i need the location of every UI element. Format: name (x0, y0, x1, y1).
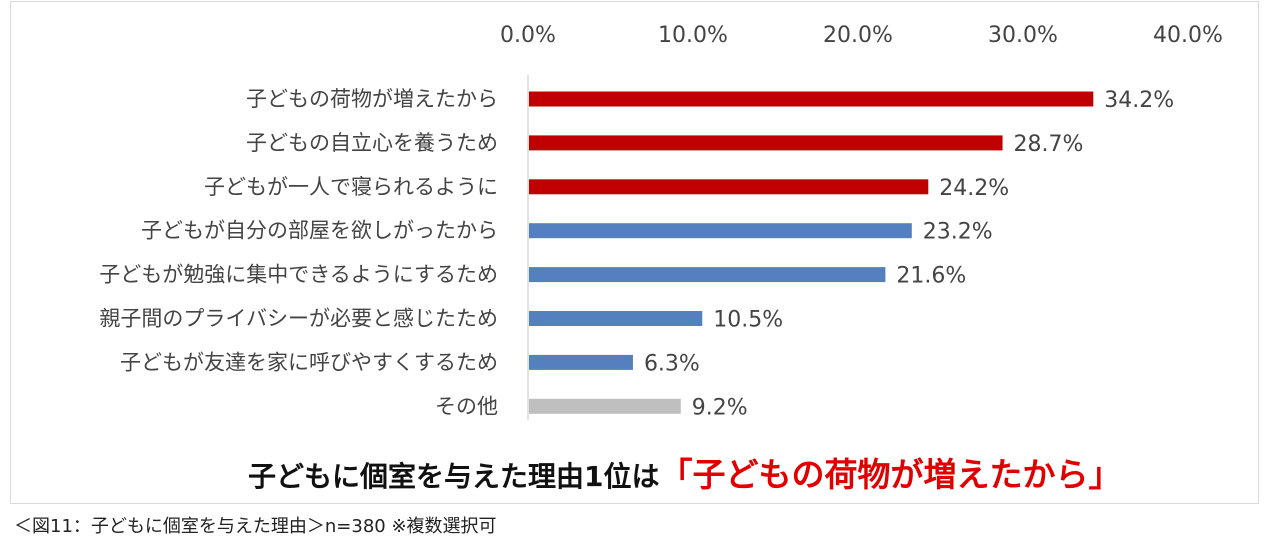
bar (529, 311, 703, 326)
bar (529, 135, 1003, 151)
data-label: 28.7% (1014, 132, 1084, 157)
x-tick-label: 40.0% (1153, 23, 1223, 48)
bar (529, 267, 886, 283)
data-label: 24.2% (939, 176, 1009, 201)
category-label: 子どもが勉強に集中できるようにするため (99, 263, 498, 287)
category-label: 子どもが一人で寝られるように (204, 175, 498, 199)
category-label: 子どもの荷物が増えたから (246, 87, 498, 111)
x-tick-label: 10.0% (658, 23, 728, 48)
category-label: 子どもが友達を家に呼びやすくするため (120, 350, 498, 374)
data-label: 21.6% (896, 264, 966, 289)
category-label: 子どもの自立心を養うため (246, 131, 498, 155)
category-label: 親子間のプライバシーが必要と感じたため (99, 307, 498, 331)
headline: 子どもに個室を与えた理由1位は「子どもの荷物が増えたから」 (248, 448, 1121, 496)
bar (529, 91, 1094, 107)
data-label: 34.2% (1104, 88, 1174, 113)
category-label: 子どもが自分の部屋を欲しがったから (141, 219, 498, 243)
x-tick-label: 0.0% (500, 23, 556, 48)
bar (529, 354, 633, 370)
figure-caption: ＜図11：子どもに個室を与えた理由＞n=380 ※複数選択可 (14, 516, 497, 537)
bar (529, 223, 912, 239)
data-label: 9.2% (692, 395, 748, 420)
headline-highlight: 「子どもの荷物が増えたから」 (659, 455, 1122, 494)
x-tick-label: 30.0% (988, 23, 1058, 48)
headline-text: 子どもに個室を与えた理由1位は (248, 460, 660, 493)
bar (529, 398, 681, 414)
bar (529, 179, 929, 195)
data-label: 6.3% (644, 351, 700, 376)
chart-frame (10, 1, 1259, 504)
x-tick-label: 20.0% (823, 23, 893, 48)
data-label: 23.2% (923, 220, 993, 245)
data-label: 10.5% (713, 308, 783, 333)
category-label: その他 (435, 394, 498, 418)
